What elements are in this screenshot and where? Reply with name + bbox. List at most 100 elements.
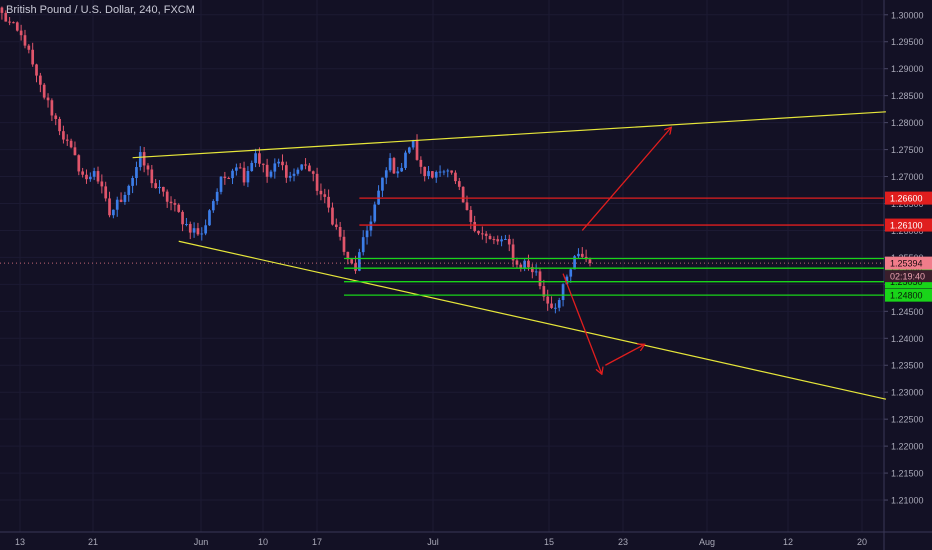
time-axis-label: 21 bbox=[88, 537, 98, 547]
candle-body bbox=[112, 209, 115, 216]
candle-body bbox=[450, 170, 453, 173]
candle-body bbox=[35, 64, 38, 76]
candle-body bbox=[392, 158, 396, 174]
price-axis-label: 1.23500 bbox=[891, 361, 924, 371]
candle-body bbox=[223, 176, 227, 179]
candle-body bbox=[119, 199, 123, 202]
candle-body bbox=[54, 115, 58, 119]
candle-body bbox=[573, 256, 576, 270]
candle-body bbox=[342, 236, 346, 252]
candle-body bbox=[231, 170, 234, 179]
last-price-badge bbox=[885, 256, 932, 270]
candle-body bbox=[277, 161, 280, 164]
candle-body bbox=[273, 163, 277, 172]
candle-body bbox=[300, 164, 304, 170]
candle-body bbox=[73, 147, 77, 156]
chart-title: British Pound / U.S. Dollar, 240, FXCM bbox=[6, 4, 195, 16]
candle-body bbox=[388, 158, 392, 171]
candle-body bbox=[23, 35, 27, 46]
candle-body bbox=[169, 201, 173, 204]
candle-body bbox=[373, 204, 377, 222]
candle-body bbox=[557, 300, 561, 308]
candle-body bbox=[396, 171, 400, 174]
candle-body bbox=[538, 271, 542, 287]
candle-body bbox=[492, 239, 496, 241]
candle-body bbox=[200, 233, 204, 235]
candle-body bbox=[407, 147, 411, 153]
time-axis-label: 17 bbox=[312, 537, 322, 547]
candle-body bbox=[446, 170, 450, 172]
candle-body bbox=[438, 171, 442, 173]
time-axis-label: 10 bbox=[258, 537, 268, 547]
candle-body bbox=[457, 181, 461, 187]
countdown-badge bbox=[885, 270, 932, 283]
candle-body bbox=[246, 170, 250, 183]
candle-body bbox=[419, 159, 423, 167]
candle-body bbox=[108, 198, 111, 216]
candle-body bbox=[350, 259, 354, 264]
candle-body bbox=[346, 251, 350, 260]
candle-body bbox=[331, 207, 334, 225]
candle-body bbox=[504, 238, 507, 240]
time-axis-label: 12 bbox=[783, 537, 793, 547]
candle-body bbox=[577, 253, 580, 257]
last-price-label: 1.25394 bbox=[890, 259, 923, 269]
time-axis-label: 15 bbox=[544, 537, 554, 547]
candle-body bbox=[15, 22, 19, 31]
candle-body bbox=[158, 186, 161, 189]
candle-body bbox=[542, 286, 546, 297]
price-axis-label: 1.21000 bbox=[891, 496, 924, 506]
candle-body bbox=[334, 224, 338, 227]
candle-body bbox=[304, 164, 307, 166]
candle-body bbox=[196, 228, 200, 235]
candle-body bbox=[165, 191, 169, 202]
candle-body bbox=[254, 153, 257, 163]
level-badge bbox=[885, 218, 932, 232]
price-axis-label: 1.24500 bbox=[891, 307, 924, 317]
candle-body bbox=[154, 183, 158, 189]
candle-body bbox=[208, 210, 211, 226]
candle-body bbox=[42, 84, 46, 98]
price-axis-label: 1.29500 bbox=[891, 37, 924, 47]
candles-group bbox=[0, 6, 592, 314]
candle-body bbox=[92, 171, 96, 177]
price-axis-label: 1.27500 bbox=[891, 145, 924, 155]
candle-body bbox=[46, 97, 50, 101]
candle-body bbox=[96, 171, 100, 182]
candle-body bbox=[381, 177, 384, 191]
candle-body bbox=[546, 296, 550, 304]
candle-body bbox=[454, 172, 457, 182]
price-axis-label: 1.28500 bbox=[891, 91, 924, 101]
candle-body bbox=[565, 276, 569, 285]
candle-body bbox=[242, 167, 246, 183]
level-badge-label: 1.25050 bbox=[890, 277, 923, 287]
candle-body bbox=[327, 196, 330, 208]
candle-body bbox=[423, 166, 427, 177]
candle-body bbox=[100, 181, 104, 187]
trend-line bbox=[178, 240, 887, 400]
candle-body bbox=[58, 118, 61, 132]
candle-body bbox=[181, 211, 184, 225]
candle-body bbox=[192, 228, 196, 233]
candle-body bbox=[588, 259, 592, 264]
candle-body bbox=[404, 152, 407, 168]
candle-body bbox=[484, 233, 488, 236]
candle-body bbox=[4, 12, 8, 22]
price-axis-label: 1.27000 bbox=[891, 172, 924, 182]
price-axis-label: 1.22500 bbox=[891, 415, 924, 425]
candle-body bbox=[39, 75, 42, 85]
candle-body bbox=[219, 176, 223, 192]
candle-body bbox=[527, 260, 530, 268]
candle-body bbox=[185, 224, 188, 226]
candle-body bbox=[473, 221, 477, 231]
candle-body bbox=[530, 267, 534, 273]
candle-body bbox=[162, 186, 165, 192]
candle-body bbox=[215, 191, 219, 202]
candle-body bbox=[511, 244, 515, 261]
projection-arrow bbox=[562, 273, 601, 374]
candle-body bbox=[365, 230, 369, 238]
candle-body bbox=[115, 199, 119, 210]
candle-body bbox=[580, 253, 584, 257]
